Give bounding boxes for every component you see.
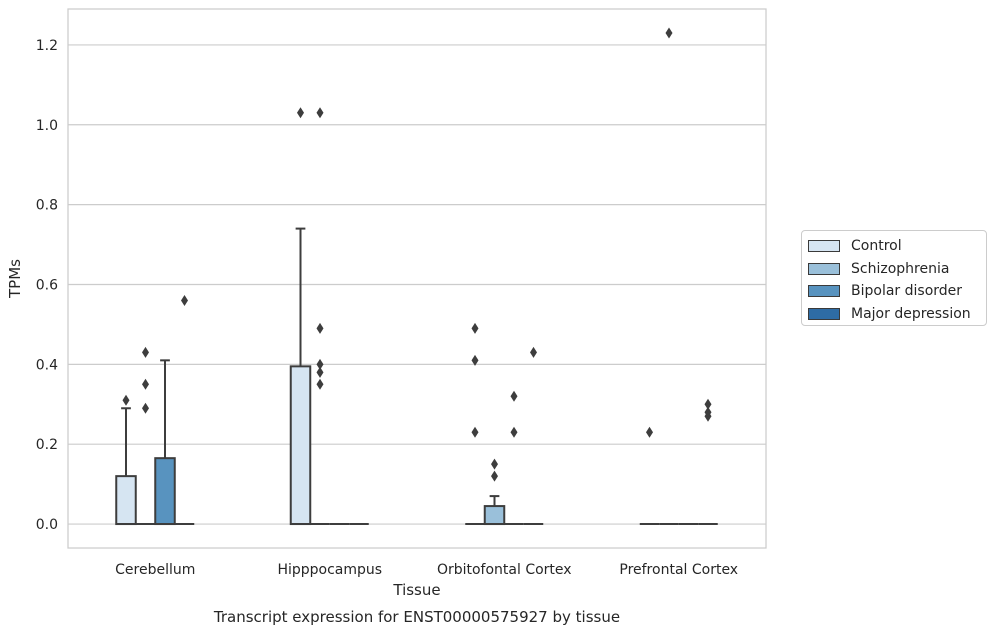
outlier-point <box>471 354 479 366</box>
outlier-point <box>704 406 712 418</box>
legend-swatch-control <box>808 240 840 253</box>
y-tick-label: 1.2 <box>36 38 58 54</box>
legend-label-schizophrenia: Schizophrenia <box>851 260 950 277</box>
outlier-point <box>181 294 188 306</box>
outlier-point <box>142 346 149 358</box>
legend-label-bipolar: Bipolar disorder <box>851 283 963 300</box>
outlier-point <box>316 322 324 334</box>
outlier-point <box>316 107 324 119</box>
y-tick-label: 0.0 <box>36 517 58 533</box>
y-tick-label: 0.4 <box>36 357 58 373</box>
outlier-point <box>491 458 498 470</box>
outlier-point <box>142 402 149 414</box>
chart-title: Transcript expression for ENST0000057592… <box>213 608 620 626</box>
x-tick-labels: Cerebellum Hipppocampus Orbitofontal Corte… <box>115 562 738 578</box>
plot-frame <box>67 8 767 549</box>
box-body <box>154 457 176 526</box>
y-tick-labels: 0.0 0.2 0.4 0.6 0.8 1.0 1.2 <box>36 38 58 533</box>
box-major-depression <box>698 398 718 526</box>
box-control <box>289 107 312 526</box>
x-axis-label: Tissue <box>392 581 440 599</box>
box-bipolar-disorder <box>154 359 176 526</box>
x-tick-label: Prefrontal Cortex <box>619 562 738 578</box>
outlier-point <box>316 378 324 390</box>
legend-item-control: Control <box>808 235 980 258</box>
outlier-point <box>530 346 537 358</box>
x-tick-label: Cerebellum <box>115 562 195 578</box>
gridlines <box>68 44 766 525</box>
legend: Control Schizophrenia Bipolar disorder M… <box>801 230 987 326</box>
boxes <box>115 27 718 526</box>
legend-label-control: Control <box>851 238 902 255</box>
outlier-point <box>510 426 518 438</box>
outlier-point <box>510 390 518 402</box>
legend-swatch-bipolar <box>808 285 840 298</box>
outlier-point <box>122 394 130 406</box>
outlier-point <box>142 378 149 390</box>
outlier-point <box>297 107 304 119</box>
box-schizophrenia <box>135 346 156 526</box>
legend-item-schizophrenia: Schizophrenia <box>808 258 980 281</box>
box-control <box>639 426 660 526</box>
y-tick-label: 0.2 <box>36 437 58 453</box>
y-tick-label: 1.0 <box>36 118 58 134</box>
x-tick-label: Orbitofontal Cortex <box>437 562 572 578</box>
legend-label-major-depression: Major depression <box>851 305 971 322</box>
box-major-depression <box>174 294 195 526</box>
box-control <box>115 394 137 526</box>
box-schizophrenia <box>310 107 330 526</box>
outlier-point <box>665 27 673 39</box>
y-axis-label: TPMs <box>6 259 24 299</box>
outlier-point <box>316 366 324 378</box>
box-schizophrenia <box>483 458 506 526</box>
legend-swatch-schizophrenia <box>808 262 840 275</box>
box-control <box>465 322 485 526</box>
outlier-point <box>704 398 712 410</box>
x-tick-label: Hipppocampus <box>277 562 382 578</box>
box-schizophrenia <box>659 27 679 526</box>
outlier-point <box>471 322 479 334</box>
outlier-point <box>491 470 498 482</box>
box-body <box>289 365 312 526</box>
box-body <box>483 505 506 526</box>
legend-swatch-major-depression <box>808 307 840 320</box>
box-bipolar-disorder <box>504 390 524 526</box>
box-body <box>115 475 137 526</box>
outlier-point <box>646 426 653 438</box>
y-tick-label: 0.6 <box>36 277 58 293</box>
legend-item-major-depression: Major depression <box>808 303 980 326</box>
outlier-point <box>471 426 479 438</box>
outlier-point <box>316 358 324 370</box>
box-major-depression <box>523 346 544 526</box>
legend-item-bipolar: Bipolar disorder <box>808 280 980 303</box>
y-tick-label: 0.8 <box>36 198 58 214</box>
